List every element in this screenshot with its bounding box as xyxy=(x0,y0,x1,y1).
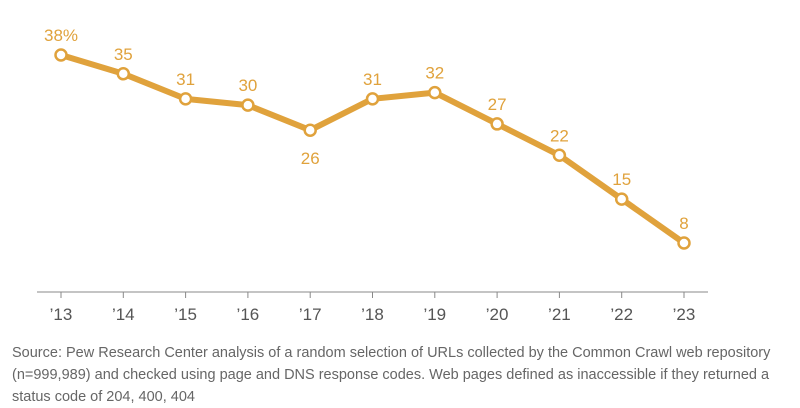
data-label: 22 xyxy=(550,126,569,145)
x-tick-label: ’18 xyxy=(361,305,384,324)
data-point xyxy=(303,123,317,137)
data-label: 8 xyxy=(679,214,688,233)
data-label: 30 xyxy=(238,76,257,95)
x-tick-label: ’22 xyxy=(610,305,633,324)
data-point xyxy=(178,92,193,106)
x-axis-ticks: ’13 ’14 ’15 ’16 ’17 ’18 ’19 ’20 ’21 ’22 ’23 xyxy=(50,292,696,324)
data-point xyxy=(365,92,380,106)
x-tick-label: ’14 xyxy=(112,305,135,324)
data-point xyxy=(428,85,442,100)
x-tick-label: ’23 xyxy=(673,305,696,324)
data-label: 32 xyxy=(425,64,444,83)
data-point xyxy=(116,67,131,81)
data-label: 15 xyxy=(612,170,631,189)
source-note: Source: Pew Research Center analysis of … xyxy=(12,345,771,405)
data-label: 31 xyxy=(176,70,195,89)
data-point xyxy=(552,148,567,163)
line-chart: ’13’14’15’16’17’18’19’20’21’22’23 38%353… xyxy=(37,26,708,324)
data-point xyxy=(241,98,255,112)
x-tick-label: ’13 xyxy=(50,305,73,324)
x-tick-label: ’21 xyxy=(548,305,571,324)
x-tick-label: ’19 xyxy=(423,305,446,324)
data-point xyxy=(54,48,68,62)
x-tick-label: ’17 xyxy=(299,305,322,324)
data-point xyxy=(614,192,629,206)
data-label: 31 xyxy=(363,70,382,89)
data-point xyxy=(677,236,691,250)
x-tick-label: ’15 xyxy=(174,305,197,324)
data-label: 35 xyxy=(114,45,133,64)
data-label: 26 xyxy=(301,149,320,168)
x-tick-label: ’16 xyxy=(237,305,260,324)
data-points xyxy=(54,48,691,250)
x-tick-label: ’20 xyxy=(486,305,509,324)
data-label: 38% xyxy=(44,26,78,45)
data-label: 27 xyxy=(488,95,507,114)
data-point xyxy=(490,117,504,131)
data-labels: 38% 35 31 30 26 31 32 27 22 15 8 xyxy=(44,26,689,233)
